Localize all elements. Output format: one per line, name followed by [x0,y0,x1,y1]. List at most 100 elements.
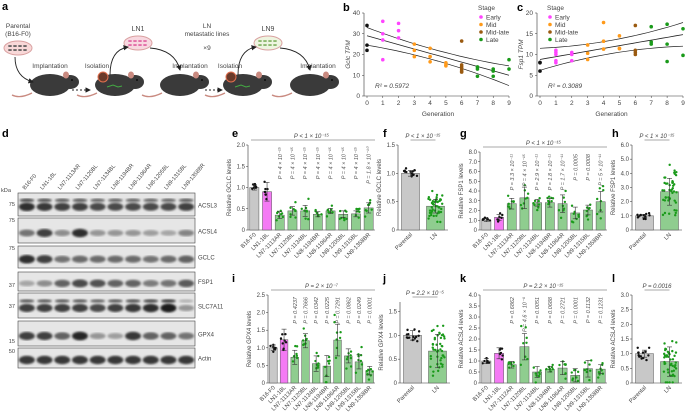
replicate-dot [671,381,674,384]
header-p-value: P < 1 × 10⁻¹⁵ [639,133,675,140]
y-tick-label: 0 [356,93,360,100]
replicate-dot [588,363,591,366]
data-point-mid [412,42,417,46]
replicate-dot [637,354,640,357]
x-tick-label: 3 [586,100,590,107]
replicate-dot [663,181,666,185]
x-tick-label: 8 [665,100,669,107]
replicate-dot [281,215,285,219]
replicate-dot [673,199,676,202]
y-tick-label: 2.5 [257,293,266,299]
replicate-dot [366,203,370,207]
bar-p-value: P = 0.0008 [586,153,592,180]
y-tick-label: 20 [353,52,361,59]
replicate-dot [663,211,667,215]
header-p-value: P = 0.0016 [643,284,673,290]
y-tick-label: 1.5 [621,337,630,343]
replicate-dot [323,365,327,369]
replicate-dot [360,345,363,349]
bar [269,347,278,384]
replicate-dot [546,196,549,200]
replicate-dot [427,195,431,199]
replicate-dot [440,349,444,353]
y-tick-label: 0.5 [621,366,630,372]
y-tick-label: 1.0 [621,214,630,220]
chart-b [362,12,511,98]
blot-band [89,304,106,312]
blot-band [125,255,142,263]
y-tick-label: 0 [626,381,630,387]
blot-marker-label: 37 [9,304,15,310]
replicate-dot [413,337,417,340]
blot-marker-label: 15 [9,339,15,345]
bar-p-value: P = 4 × 10⁻¹⁵ [277,146,284,179]
replicate-dot [671,191,674,195]
fit-line [539,34,684,60]
legend-entry: Mid-late [486,30,510,37]
y-axis-label: Relative GCLC levels [227,159,233,216]
bar-p-value: P = 0.1132 [586,297,592,323]
replicate-dot [675,209,678,212]
replicate-dot [668,197,672,200]
y-tick-label: 1.5 [387,143,396,149]
panel-letter-c: c [517,2,523,14]
replicate-dot [602,188,605,192]
replicate-dot [550,196,553,200]
replicate-dot [519,203,523,207]
legend-entry: Late [486,37,499,44]
replicate-dot [539,369,542,372]
replicate-dot [533,199,537,203]
panel-letter-h: h [612,128,619,140]
x-tick-label: 4 [602,100,606,107]
bar-p-value: P = 0.0862 [346,297,352,324]
replicate-dot [601,362,604,365]
data-point-parental [365,43,369,47]
y-tick-label: 3.0 [621,186,630,192]
blot-band [125,299,141,303]
data-point-mid-late [459,39,464,43]
blot-band [71,355,88,365]
blot-band [18,254,35,264]
blot-band [107,202,124,211]
replicate-dot [338,217,341,221]
replicate-dot [523,189,527,192]
blot-band [72,198,88,203]
blot-band [125,229,142,237]
y-axis-label: Fsp1 TPM [518,39,525,70]
culture-dish-icon [3,40,33,56]
blot-band [36,228,53,238]
blot-band [89,255,106,263]
blot-marker-label: 37 [9,283,15,289]
y-tick-label: 15 [526,31,534,38]
x-tick-label: 9 [507,100,511,107]
replicate-dot [537,199,540,203]
legend-marker [479,30,483,34]
blot-band [178,355,195,365]
y-tick-label: 0 [626,228,630,234]
replicate-dot [667,355,670,358]
replicate-dot [598,187,602,190]
replicate-dot [441,354,445,357]
replicate-dot [431,189,434,193]
blot-band [54,355,71,365]
data-point-early [396,36,401,40]
legend-marker [548,15,552,19]
replicate-dot [507,366,511,369]
y-tick-label: 10 [353,72,361,79]
replicate-dot [326,359,330,363]
replicate-dot [264,193,268,196]
chart-k [478,289,607,384]
replicate-dot [506,194,510,198]
replicate-dot [598,373,601,376]
replicate-dot [429,213,433,217]
replicate-dot [334,356,338,360]
legend-marker [548,30,552,34]
blot-band [71,279,88,288]
replicate-dot [357,354,360,358]
replicate-dot [417,330,421,333]
blot-band [143,198,159,203]
data-point-late [665,59,669,64]
replicate-dot [547,195,551,198]
replicate-dot [356,207,360,211]
replicate-dot [675,191,678,194]
